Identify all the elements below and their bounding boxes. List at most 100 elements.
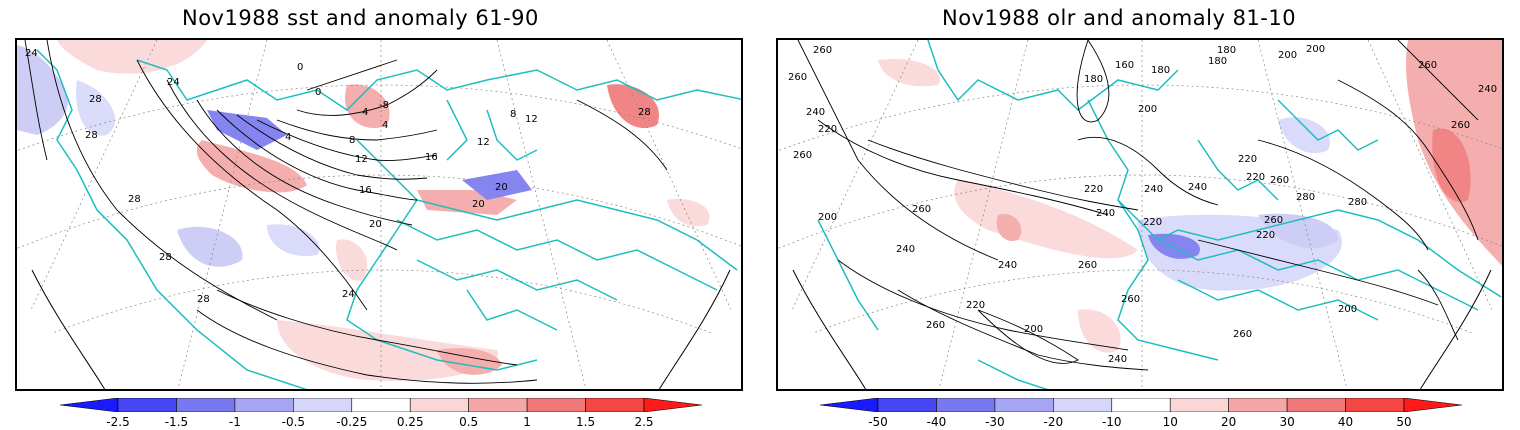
- colorbar-arrow-low: [820, 398, 879, 412]
- colorbar-box: [1286, 398, 1346, 412]
- olr-anomaly-red-south: [1078, 309, 1121, 353]
- sst-anomaly-blue-med: [462, 170, 532, 200]
- contour-label: 160: [1115, 60, 1134, 71]
- contour-label: 240: [1096, 208, 1115, 219]
- sst-anomaly-red-se: [667, 199, 710, 227]
- colorbar-box: [585, 398, 645, 412]
- contour-label: 260: [1264, 215, 1283, 226]
- contour-label: 240: [1108, 354, 1127, 365]
- colorbar-tick-label: -1.5: [164, 415, 189, 429]
- olr-anomaly-blue-north: [1278, 117, 1330, 154]
- contour-label: 200: [1138, 104, 1157, 115]
- contour-label: 4: [285, 132, 291, 143]
- contour-label: 220: [1084, 184, 1103, 195]
- contour-label: 200: [1306, 44, 1325, 55]
- contour-label: 260: [1121, 294, 1140, 305]
- contour-label: 240: [1144, 184, 1163, 195]
- sst-colorbar: [60, 398, 702, 412]
- olr-colorbar-labels: -50 -40 -30 -20 -10 10 20 30 40 50: [820, 415, 1462, 429]
- olr-contour-labels: 260 260 240 220 260 200 240 260 260 220 …: [788, 44, 1497, 365]
- sst-anomaly-red-iberia: [336, 239, 368, 281]
- sst-grid: [17, 40, 741, 389]
- colorbar-box: [526, 398, 586, 412]
- olr-panel-title: Nov1988 olr and anomaly 81-10: [942, 6, 1297, 30]
- contour-label: 4: [362, 107, 368, 118]
- contour-label: 220: [966, 300, 985, 311]
- sst-coastlines: [36, 49, 741, 389]
- contour-label: 260: [1078, 260, 1097, 271]
- sst-anomaly-blue-nw: [76, 80, 116, 136]
- colorbar-tick-label: 0.5: [459, 415, 479, 429]
- contour-label: 12: [525, 114, 538, 125]
- colorbar-arrow-low: [60, 398, 119, 412]
- contour-label: 180: [1084, 74, 1103, 85]
- contour-label: 20: [369, 219, 382, 230]
- contour-label: 28: [89, 94, 102, 105]
- contour-label: 260: [926, 320, 945, 331]
- sst-anomaly-red-north: [57, 40, 207, 74]
- sst-contour-labels: 24 28 28 24 0 0 4 4 4 -8 8 12 16 20 28 2…: [25, 48, 651, 305]
- colorbar-box: [1169, 398, 1229, 412]
- colorbar-box: [994, 398, 1054, 412]
- colorbar-tick-label: 2.5: [634, 415, 654, 429]
- sst-contours: [24, 40, 668, 384]
- colorbar-tick-label: 40: [1337, 415, 1354, 429]
- contour-label: 28: [85, 130, 98, 141]
- colorbar-box: [293, 398, 353, 412]
- sst-anomaly-blue-atlantic: [177, 226, 243, 267]
- contour-label: 0: [315, 87, 321, 98]
- contour-label: 8: [510, 109, 516, 120]
- contour-label: 200: [1024, 324, 1043, 335]
- colorbar-box: [176, 398, 236, 412]
- colorbar-box: [1111, 398, 1171, 412]
- colorbar-tick-label: -1: [228, 415, 241, 429]
- olr-colorbar: [820, 398, 1462, 412]
- colorbar-tick-label: -2.5: [106, 415, 130, 429]
- contour-label: 180: [1151, 65, 1170, 76]
- colorbar-box: [234, 398, 294, 412]
- contour-label: 200: [1338, 304, 1357, 315]
- olr-grid: [778, 40, 1502, 389]
- sst-hemisphere-edge-right: [658, 269, 731, 389]
- contour-label: 24: [167, 77, 180, 88]
- contour-label: 28: [159, 252, 172, 263]
- colorbar-box: [409, 398, 469, 412]
- contour-label: 260: [1418, 60, 1437, 71]
- colorbar-box: [1228, 398, 1288, 412]
- contour-label: 180: [1217, 45, 1236, 56]
- sst-map: 24 28 28 24 0 0 4 4 4 -8 8 12 16 20 28 2…: [17, 40, 741, 389]
- colorbar-box: [1345, 398, 1405, 412]
- colorbar-tick-label: -40: [926, 415, 947, 429]
- contour-label: 16: [425, 152, 438, 163]
- contour-label: 260: [793, 150, 812, 161]
- contour-label: 20: [495, 182, 508, 193]
- olr-anomaly-red-atlantic: [954, 180, 1138, 259]
- contour-label: 4: [382, 120, 388, 131]
- colorbar-tick-label: -0.25: [336, 415, 368, 429]
- sst-anomaly-red-norway: [345, 84, 390, 129]
- olr-hemisphere-edge-left: [792, 269, 867, 389]
- colorbar-tick-label: 20: [1221, 415, 1237, 429]
- olr-hemisphere-edge-right: [1419, 269, 1492, 389]
- olr-map: 260 260 240 220 260 200 240 260 260 220 …: [778, 40, 1502, 389]
- colorbar-arrow-high: [643, 398, 702, 412]
- olr-anomaly-red-north: [878, 59, 940, 87]
- colorbar-box: [1053, 398, 1113, 412]
- olr-coastlines: [817, 40, 1502, 389]
- colorbar-box: [117, 398, 177, 412]
- colorbar-tick-label: 1: [523, 415, 531, 429]
- sst-anomaly-blue-atlantic-2: [267, 224, 320, 256]
- colorbar-arrow-high: [1403, 398, 1462, 412]
- olr-colorbar-svg: [820, 398, 1462, 412]
- contour-label: 220: [1143, 217, 1162, 228]
- sst-panel-title: Nov1988 sst and anomaly 61-90: [182, 6, 539, 30]
- olr-anomaly-blue-strong: [1148, 233, 1200, 259]
- colorbar-tick-label: 1.5: [576, 415, 596, 429]
- contour-label: 280: [1348, 197, 1367, 208]
- sst-anomaly-red-south: [277, 320, 498, 381]
- contour-label: 200: [818, 212, 837, 223]
- contour-label: 28: [197, 294, 210, 305]
- contour-label: 260: [788, 72, 807, 83]
- olr-map-panel: 260 260 240 220 260 200 240 260 260 220 …: [776, 38, 1504, 391]
- olr-anomaly-red-east-strong: [1432, 128, 1471, 202]
